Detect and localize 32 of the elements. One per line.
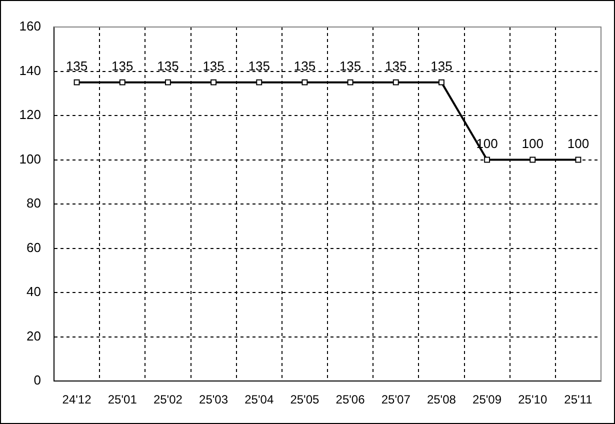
y-tick-label: 0 <box>34 372 41 388</box>
y-tick-label: 140 <box>19 62 41 78</box>
y-tick-label: 60 <box>26 240 41 255</box>
x-tick-label: 25'02 <box>153 392 183 407</box>
data-label: 135 <box>430 58 452 74</box>
data-label: 100 <box>522 136 544 151</box>
x-tick-label: 24'12 <box>62 392 92 407</box>
y-tick-label: 80 <box>26 196 41 211</box>
data-label: 135 <box>157 58 179 74</box>
x-tick-label: 25'08 <box>426 392 456 407</box>
y-tick-label: 100 <box>19 151 41 166</box>
x-tick-label: 25'04 <box>244 392 274 407</box>
data-label: 135 <box>66 58 88 74</box>
y-tick-label: 40 <box>26 284 41 300</box>
data-label: 100 <box>567 136 590 151</box>
x-tick-label: 25'03 <box>199 392 228 407</box>
data-label: 135 <box>294 58 316 74</box>
x-tick-label: 25'05 <box>290 392 320 407</box>
data-label: 135 <box>202 58 224 74</box>
x-tick-label: 25'10 <box>518 392 548 407</box>
data-label: 135 <box>385 58 407 74</box>
x-tick-label: 25'07 <box>381 392 411 407</box>
data-label: 135 <box>248 58 270 74</box>
data-label: 135 <box>112 58 134 74</box>
y-tick-label: 120 <box>19 107 41 122</box>
data-label: 135 <box>339 58 362 74</box>
x-tick-label: 25'11 <box>564 392 593 407</box>
x-tick-label: 25'01 <box>108 392 138 407</box>
y-tick-label: 20 <box>26 328 41 344</box>
y-tick-label: 160 <box>19 18 41 34</box>
x-tick-label: 25'06 <box>336 392 366 407</box>
x-tick-label: 25'09 <box>472 392 502 407</box>
